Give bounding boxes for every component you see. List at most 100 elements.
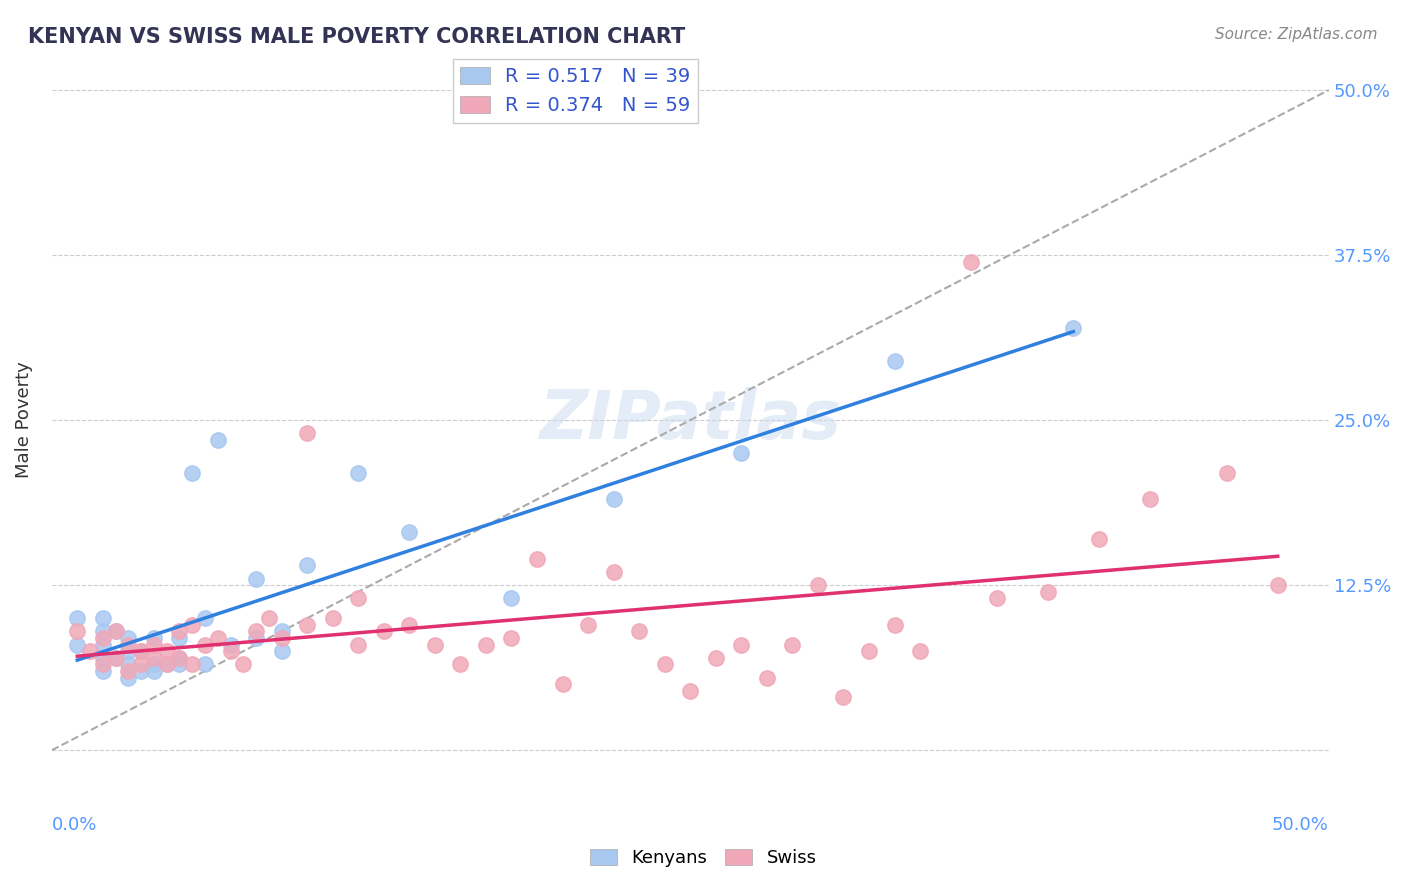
Point: [832, 690, 855, 705]
Point: [232, 657, 254, 672]
Point: [602, 565, 624, 579]
Point: [807, 578, 830, 592]
Point: [270, 624, 292, 639]
Point: [181, 617, 204, 632]
Point: [169, 631, 191, 645]
Point: [257, 611, 280, 625]
Point: [322, 611, 344, 625]
Point: [129, 664, 152, 678]
Point: [1139, 492, 1161, 507]
Point: [398, 525, 420, 540]
Point: [986, 591, 1008, 606]
Point: [883, 353, 905, 368]
Point: [91, 631, 114, 645]
Point: [169, 650, 191, 665]
Point: [373, 624, 395, 639]
Point: [207, 433, 229, 447]
Point: [129, 657, 152, 672]
Point: [129, 644, 152, 658]
Point: [66, 624, 89, 639]
Point: [1088, 532, 1111, 546]
Point: [117, 664, 139, 678]
Point: [91, 638, 114, 652]
Point: [91, 650, 114, 665]
Point: [142, 664, 165, 678]
Point: [1036, 584, 1059, 599]
Point: [883, 617, 905, 632]
Point: [960, 254, 983, 268]
Point: [295, 617, 318, 632]
Point: [66, 638, 89, 652]
Text: ZIPatlas: ZIPatlas: [540, 387, 841, 453]
Point: [858, 644, 880, 658]
Point: [66, 611, 89, 625]
Point: [142, 650, 165, 665]
Point: [501, 591, 523, 606]
Point: [156, 657, 179, 672]
Point: [169, 657, 191, 672]
Point: [194, 657, 217, 672]
Point: [449, 657, 471, 672]
Point: [602, 492, 624, 507]
Point: [219, 638, 242, 652]
Point: [295, 426, 318, 441]
Point: [501, 631, 523, 645]
Point: [194, 638, 217, 652]
Point: [347, 466, 370, 480]
Point: [1215, 466, 1237, 480]
Y-axis label: Male Poverty: Male Poverty: [15, 362, 32, 478]
Point: [730, 446, 752, 460]
Point: [245, 624, 267, 639]
Text: 0.0%: 0.0%: [52, 816, 97, 834]
Point: [79, 644, 101, 658]
Point: [117, 644, 139, 658]
Point: [169, 650, 191, 665]
Point: [169, 624, 191, 639]
Point: [755, 671, 778, 685]
Point: [782, 638, 804, 652]
Point: [156, 644, 179, 658]
Point: [654, 657, 676, 672]
Legend: Kenyans, Swiss: Kenyans, Swiss: [582, 841, 824, 874]
Point: [104, 650, 127, 665]
Point: [398, 617, 420, 632]
Text: Source: ZipAtlas.com: Source: ZipAtlas.com: [1215, 27, 1378, 42]
Point: [551, 677, 574, 691]
Point: [219, 644, 242, 658]
Point: [142, 631, 165, 645]
Point: [679, 683, 702, 698]
Point: [181, 466, 204, 480]
Point: [181, 657, 204, 672]
Point: [245, 572, 267, 586]
Point: [576, 617, 599, 632]
Point: [91, 664, 114, 678]
Point: [704, 650, 727, 665]
Point: [194, 611, 217, 625]
Point: [207, 631, 229, 645]
Point: [91, 624, 114, 639]
Point: [270, 644, 292, 658]
Point: [142, 657, 165, 672]
Point: [423, 638, 446, 652]
Point: [730, 638, 752, 652]
Point: [104, 624, 127, 639]
Point: [129, 644, 152, 658]
Point: [270, 631, 292, 645]
Point: [245, 631, 267, 645]
Point: [1062, 320, 1084, 334]
Point: [475, 638, 498, 652]
Point: [104, 650, 127, 665]
Point: [156, 657, 179, 672]
Point: [91, 611, 114, 625]
Point: [142, 638, 165, 652]
Point: [347, 638, 370, 652]
Point: [117, 638, 139, 652]
Point: [295, 558, 318, 573]
Point: [347, 591, 370, 606]
Point: [104, 624, 127, 639]
Point: [1267, 578, 1289, 592]
Point: [91, 657, 114, 672]
Point: [117, 657, 139, 672]
Point: [526, 551, 548, 566]
Text: 50.0%: 50.0%: [1272, 816, 1329, 834]
